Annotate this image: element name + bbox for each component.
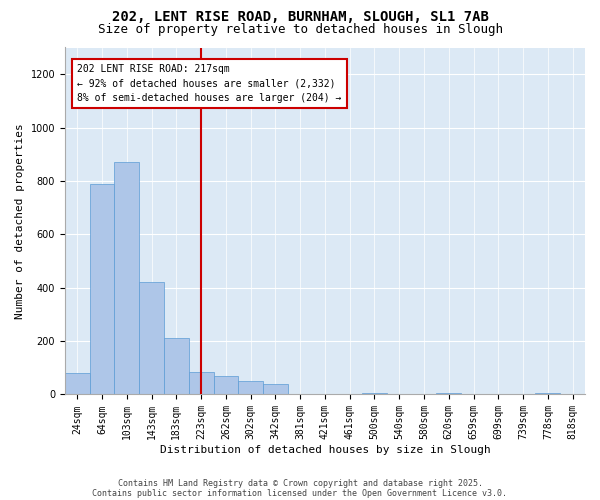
Bar bbox=[362, 393, 387, 394]
Text: Size of property relative to detached houses in Slough: Size of property relative to detached ho… bbox=[97, 22, 503, 36]
Bar bbox=[89, 184, 115, 394]
Text: Contains HM Land Registry data © Crown copyright and database right 2025.: Contains HM Land Registry data © Crown c… bbox=[118, 478, 482, 488]
X-axis label: Distribution of detached houses by size in Slough: Distribution of detached houses by size … bbox=[160, 445, 490, 455]
Bar bbox=[263, 384, 288, 394]
Text: Contains public sector information licensed under the Open Government Licence v3: Contains public sector information licen… bbox=[92, 488, 508, 498]
Bar bbox=[535, 393, 560, 394]
Bar bbox=[436, 393, 461, 394]
Bar bbox=[115, 162, 139, 394]
Bar bbox=[214, 376, 238, 394]
Text: 202 LENT RISE ROAD: 217sqm
← 92% of detached houses are smaller (2,332)
8% of se: 202 LENT RISE ROAD: 217sqm ← 92% of deta… bbox=[77, 64, 341, 103]
Y-axis label: Number of detached properties: Number of detached properties bbox=[15, 123, 25, 319]
Bar bbox=[164, 338, 189, 394]
Bar bbox=[65, 373, 89, 394]
Bar bbox=[139, 282, 164, 395]
Bar bbox=[238, 381, 263, 394]
Bar bbox=[189, 372, 214, 394]
Text: 202, LENT RISE ROAD, BURNHAM, SLOUGH, SL1 7AB: 202, LENT RISE ROAD, BURNHAM, SLOUGH, SL… bbox=[112, 10, 488, 24]
